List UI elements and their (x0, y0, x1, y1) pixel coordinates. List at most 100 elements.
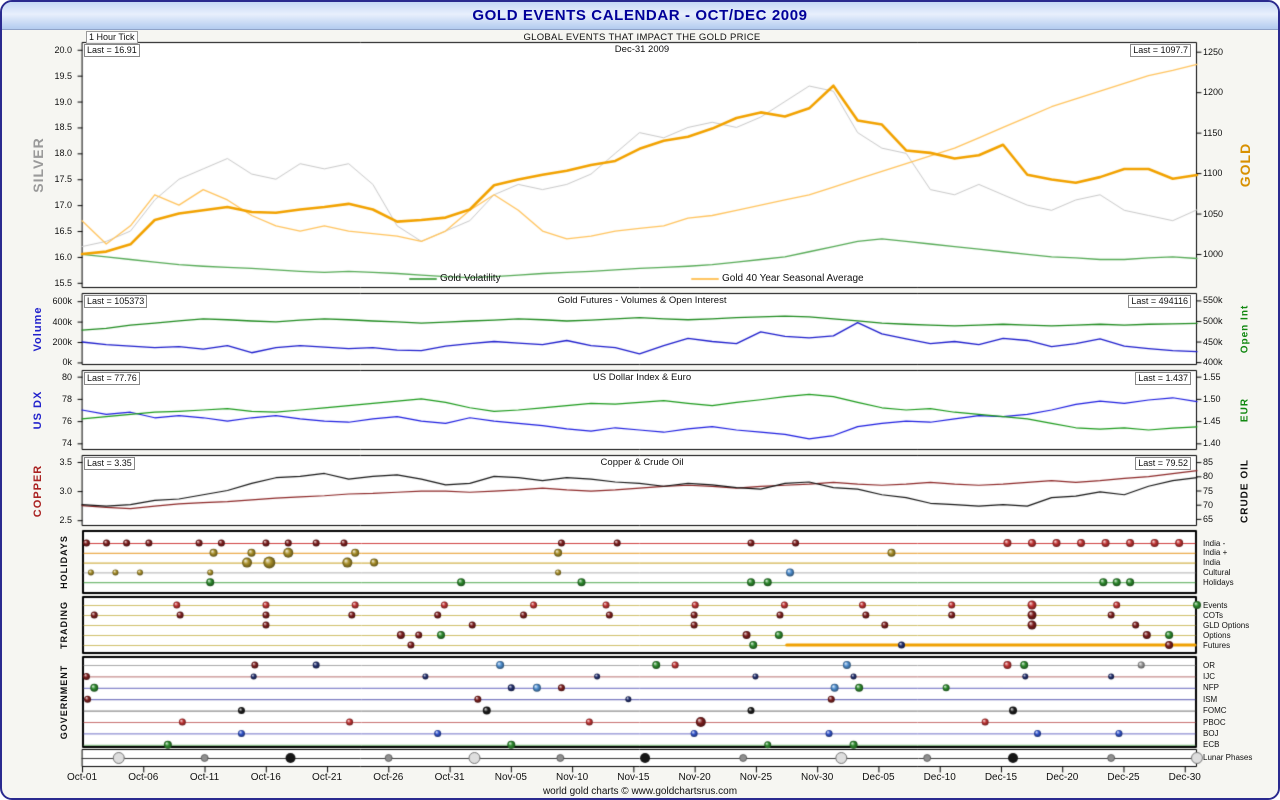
x-axis-label-oct-11: Oct-11 (189, 772, 220, 783)
title-bar: GOLD EVENTS CALENDAR - OCT/DEC 2009 (2, 2, 1278, 30)
axis-label-copper-left: COPPER (32, 464, 44, 517)
row-label-india-: India - (1203, 538, 1226, 548)
x-axis-label-nov-10: Nov-10 (555, 772, 589, 783)
row-label-events: Events (1203, 600, 1228, 610)
tick-label-gold-left: 16.0 (54, 251, 72, 262)
x-axis-label-nov-20: Nov-20 (678, 772, 711, 783)
axis-label-usdx-right: EUR (1239, 397, 1251, 423)
block-label-government: GOVERNMENT (59, 664, 69, 740)
tick-label-gold-right: 1200 (1203, 87, 1224, 98)
row-label-fomc: FOMC (1203, 706, 1227, 716)
x-axis-label-dec-05: Dec-05 (862, 772, 895, 783)
tick-label-copper-right: 85 (1203, 457, 1214, 468)
tick-label-usdx-right: 1.50 (1203, 393, 1221, 404)
tick-label-gold-right: 1050 (1203, 208, 1224, 219)
tick-label-volume-left: 200k (52, 337, 72, 348)
tick-label-gold-right: 1250 (1203, 46, 1224, 57)
tick-label-copper-right: 65 (1203, 513, 1214, 524)
x-axis-label-oct-26: Oct-26 (373, 772, 404, 783)
row-label-futures: Futures (1203, 640, 1231, 650)
tick-label-usdx-right: 1.55 (1203, 371, 1221, 382)
tick-label-gold-left: 18.0 (54, 148, 72, 159)
axis-label-gold-right: GOLD (1237, 142, 1253, 188)
tick-label-copper-right: 80 (1203, 471, 1214, 482)
row-label-boj: BOJ (1203, 728, 1219, 738)
row-label-cultural: Cultural (1203, 567, 1231, 577)
x-axis-label-dec-20: Dec-20 (1046, 772, 1079, 783)
x-axis-label-dec-10: Dec-10 (923, 772, 956, 783)
legend-item-seasonal: Gold 40 Year Seasonal Average (722, 273, 864, 284)
panel-title-volume: Gold Futures - Volumes & Open Interest (557, 295, 727, 306)
tick-label-gold-left: 17.5 (54, 174, 72, 185)
date-note: Dec-31 2009 (614, 44, 670, 55)
x-axis-label-dec-15: Dec-15 (984, 772, 1018, 783)
tick-label-gold-left: 17.0 (54, 200, 72, 211)
x-axis-label-nov-30: Nov-30 (801, 772, 834, 783)
tick-label-usdx-left: 78 (61, 393, 72, 404)
tick-label-usdx-left: 74 (61, 438, 72, 449)
tick-label-gold-left: 16.5 (54, 226, 72, 237)
axis-label-usdx-left: US DX (32, 390, 44, 430)
x-axis-label-nov-25: Nov-25 (739, 772, 773, 783)
row-label-ism: ISM (1203, 694, 1218, 704)
block-label-trading: TRADING (59, 601, 69, 649)
tick-label-usdx-left: 76 (61, 416, 72, 427)
x-axis-label-oct-21: Oct-21 (312, 772, 343, 783)
tick-label-volume-left: 0k (62, 357, 72, 368)
axis-label-gold-left: SILVER (30, 137, 46, 193)
footer: world gold charts © www.goldchartsrus.co… (2, 786, 1278, 797)
row-label-cots: COTs (1203, 610, 1223, 620)
x-axis-label-oct-06: Oct-06 (128, 772, 159, 783)
lunar-phases-label: Lunar Phases (1203, 753, 1253, 762)
last-value-right-copper: Last = 79.52 (1135, 457, 1191, 470)
tick-label-gold-left: 19.5 (54, 70, 72, 81)
row-label-ecb: ECB (1203, 740, 1220, 750)
tick-label-gold-left: 20.0 (54, 44, 72, 55)
last-value-left-volume: Last = 105373 (84, 295, 148, 308)
tick-label-volume-right: 500k (1203, 315, 1223, 326)
tick-interval-label: 1 Hour Tick (86, 31, 138, 44)
last-value-right-usdx: Last = 1.437 (1135, 372, 1191, 385)
x-axis-label-dec-30: Dec-30 (1168, 772, 1201, 783)
tick-label-usdx-right: 1.40 (1203, 438, 1221, 449)
tick-label-copper-left: 2.5 (59, 515, 72, 526)
x-axis-label-nov-05: Nov-05 (494, 772, 527, 783)
last-value-left-usdx: Last = 77.76 (84, 372, 140, 385)
row-label-pboc: PBOC (1203, 717, 1226, 727)
tick-label-usdx-left: 80 (61, 371, 72, 382)
panel-title-usdx: US Dollar Index & Euro (592, 372, 692, 383)
last-value-left-gold: Last = 16.91 (84, 44, 140, 57)
block-label-holidays: HOLIDAYS (59, 535, 69, 589)
x-axis-label-oct-01: Oct-01 (66, 772, 98, 783)
chart-subtitle: GLOBAL EVENTS THAT IMPACT THE GOLD PRICE (523, 32, 761, 43)
tick-label-volume-right: 450k (1203, 336, 1223, 347)
tick-label-gold-left: 15.5 (54, 277, 72, 288)
tick-label-volume-right: 400k (1203, 357, 1223, 368)
axis-label-copper-right: CRUDE OIL (1239, 458, 1251, 523)
tick-label-volume-left: 400k (52, 316, 72, 327)
page-title: GOLD EVENTS CALENDAR - OCT/DEC 2009 (472, 7, 808, 24)
tick-label-gold-right: 1150 (1203, 127, 1223, 138)
tick-label-volume-left: 600k (52, 296, 72, 307)
legend-item-volatility: Gold Volatility (440, 273, 501, 284)
row-label-holidays: Holidays (1203, 577, 1234, 587)
row-label-ijc: IJC (1203, 671, 1215, 681)
footer-credit: world gold charts © www.goldchartsrus.co… (542, 786, 738, 797)
tick-label-gold-right: 1000 (1203, 249, 1224, 259)
x-axis-label-dec-25: Dec-25 (1107, 772, 1140, 783)
tick-label-copper-right: 70 (1203, 499, 1214, 510)
tick-label-copper-left: 3.5 (59, 456, 72, 467)
tick-label-gold-left: 19.0 (54, 96, 72, 107)
axis-label-volume-left: Volume (32, 306, 44, 352)
last-value-right-volume: Last = 494116 (1128, 295, 1191, 308)
row-label-india-: India + (1203, 548, 1228, 558)
row-label-gld-options: GLD Options (1203, 620, 1250, 630)
axis-label-volume-right: Open Int (1239, 304, 1251, 354)
last-value-right-gold: Last = 1097.7 (1130, 44, 1191, 57)
row-label-india: India (1203, 558, 1221, 568)
row-label-or: OR (1203, 660, 1215, 670)
tick-label-volume-right: 550k (1203, 295, 1223, 306)
x-axis-label-oct-31: Oct-31 (434, 772, 465, 783)
